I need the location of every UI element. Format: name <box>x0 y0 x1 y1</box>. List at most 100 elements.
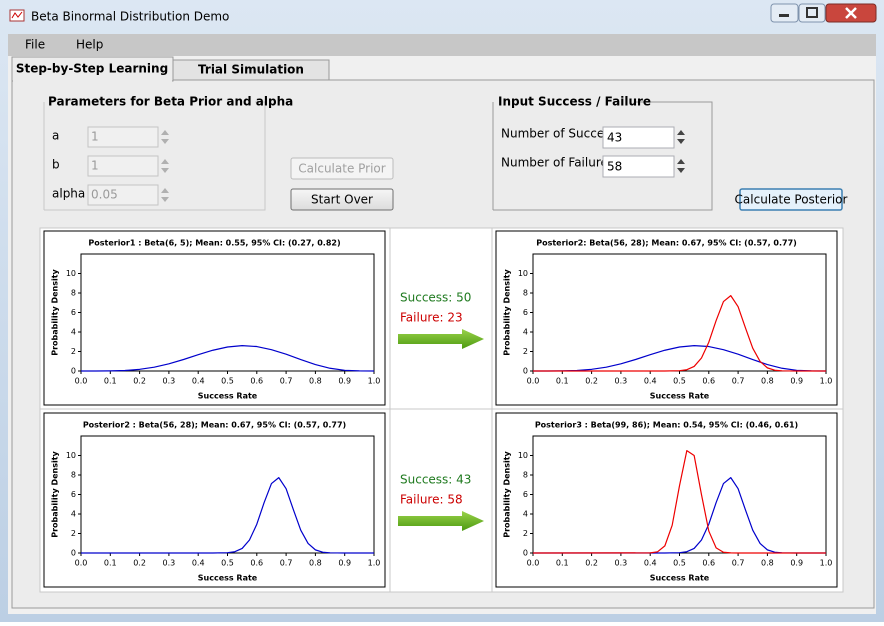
x-tick-label: 0.0 <box>527 559 540 568</box>
y-tick-label: 0 <box>71 549 76 558</box>
chart-panel <box>43 230 386 406</box>
x-tick-label: 0.7 <box>280 377 293 386</box>
x-tick-label: 0.4 <box>644 559 657 568</box>
y-tick-label: 2 <box>523 347 528 356</box>
field-value[interactable]: 43 <box>607 131 622 145</box>
x-tick-label: 1.0 <box>368 559 381 568</box>
y-tick-label: 2 <box>523 529 528 538</box>
arrow <box>398 329 484 349</box>
field-value[interactable]: 58 <box>607 160 622 174</box>
y-tick-label: 4 <box>523 328 528 337</box>
x-tick-label: 0.5 <box>221 377 234 386</box>
x-tick-label: 0.7 <box>280 559 293 568</box>
x-tick-label: 0.3 <box>163 559 176 568</box>
spin-down[interactable] <box>161 168 169 173</box>
text-box[interactable] <box>602 155 675 178</box>
start-over-button[interactable] <box>290 188 394 211</box>
x-tick-label: 0.8 <box>761 559 774 568</box>
field-label: alpha <box>52 187 85 201</box>
x-tick-label: 0.5 <box>221 559 234 568</box>
group-title: Input Success / Failure <box>498 95 651 109</box>
failure-count: Failure: 58 <box>400 493 463 507</box>
chart-panel <box>495 412 838 588</box>
density-curve <box>533 477 826 554</box>
chart-title: Posterior2: Beta(56, 28); Mean: 0.67, 95… <box>536 239 797 248</box>
x-tick-label: 0.1 <box>104 377 117 386</box>
x-tick-label: 0.4 <box>192 559 205 568</box>
chart-title: Posterior1 : Beta(6, 5); Mean: 0.55, 95%… <box>88 239 340 248</box>
y-tick-label: 8 <box>71 471 76 480</box>
tab-selected[interactable] <box>11 56 174 82</box>
text-box <box>87 126 159 148</box>
x-tick-label: 0.0 <box>75 559 88 568</box>
chart-panel <box>495 230 838 406</box>
x-axis-label: Success Rate <box>650 574 710 583</box>
y-tick-label: 6 <box>71 308 76 317</box>
menu-item[interactable]: File <box>25 38 45 52</box>
spin-up[interactable] <box>161 188 169 193</box>
window-title: Beta Binormal Distribution Demo <box>31 10 229 24</box>
text-box[interactable] <box>602 126 675 149</box>
success-count: Success: 43 <box>400 473 471 487</box>
button-label[interactable]: Calculate Prior <box>298 162 385 176</box>
density-curve <box>533 295 826 372</box>
y-tick-label: 8 <box>523 471 528 480</box>
x-tick-label: 0.2 <box>585 559 598 568</box>
density-curve <box>81 477 374 554</box>
density-curve <box>81 345 375 372</box>
x-tick-label: 1.0 <box>368 377 381 386</box>
spin-up[interactable] <box>161 130 169 135</box>
button-label[interactable]: Calculate Posterior <box>735 193 848 207</box>
calculate-posterior-button[interactable] <box>739 188 843 211</box>
arrow <box>398 511 484 531</box>
x-axis-label: Success Rate <box>650 392 710 401</box>
x-tick-label: 0.8 <box>309 559 322 568</box>
x-tick-label: 0.6 <box>702 377 715 386</box>
spin-down[interactable] <box>677 168 685 173</box>
spin-down[interactable] <box>161 139 169 144</box>
y-axis-label: Probability Density <box>503 450 512 537</box>
tab-label[interactable]: Step-by-Step Learning <box>16 62 168 76</box>
x-tick-label: 0.5 <box>673 377 686 386</box>
field-label: Number of Failure <box>501 156 608 170</box>
y-tick-label: 0 <box>71 367 76 376</box>
x-tick-label: 0.1 <box>556 377 569 386</box>
failure-count: Failure: 23 <box>400 311 463 325</box>
x-axis-label: Success Rate <box>198 574 258 583</box>
field-label: Number of Success <box>501 127 617 141</box>
field-value[interactable]: 1 <box>91 159 99 173</box>
y-tick-label: 0 <box>523 549 528 558</box>
y-axis-label: Probability Density <box>503 268 512 355</box>
text-box <box>87 184 159 206</box>
spin-up[interactable] <box>677 130 685 135</box>
spin-down[interactable] <box>677 139 685 144</box>
y-tick-label: 4 <box>71 510 76 519</box>
calculate-prior-button[interactable] <box>290 157 394 180</box>
field-label: b <box>52 158 60 172</box>
x-tick-label: 0.6 <box>702 559 715 568</box>
y-tick-label: 2 <box>71 347 76 356</box>
y-axis-label: Probability Density <box>51 268 60 355</box>
group-box <box>43 101 266 211</box>
menu-item[interactable]: Help <box>76 38 103 52</box>
x-tick-label: 0.3 <box>163 377 176 386</box>
text-box <box>87 155 159 177</box>
close-button[interactable] <box>825 3 877 23</box>
x-tick-label: 0.1 <box>104 559 117 568</box>
y-tick-label: 2 <box>71 529 76 538</box>
minimize-button[interactable] <box>770 3 799 23</box>
button-label[interactable]: Start Over <box>311 193 373 207</box>
spin-up[interactable] <box>161 159 169 164</box>
maximize-button[interactable] <box>798 3 826 23</box>
spin-up[interactable] <box>677 159 685 164</box>
field-value[interactable]: 1 <box>91 130 99 144</box>
x-tick-label: 0.2 <box>133 377 146 386</box>
spin-down[interactable] <box>161 197 169 202</box>
y-tick-label: 10 <box>518 451 528 460</box>
x-tick-label: 0.3 <box>615 377 628 386</box>
field-value[interactable]: 0.05 <box>91 188 118 202</box>
tab-label[interactable]: Trial Simulation <box>198 63 304 77</box>
y-tick-label: 6 <box>523 490 528 499</box>
x-tick-label: 0.7 <box>732 377 745 386</box>
